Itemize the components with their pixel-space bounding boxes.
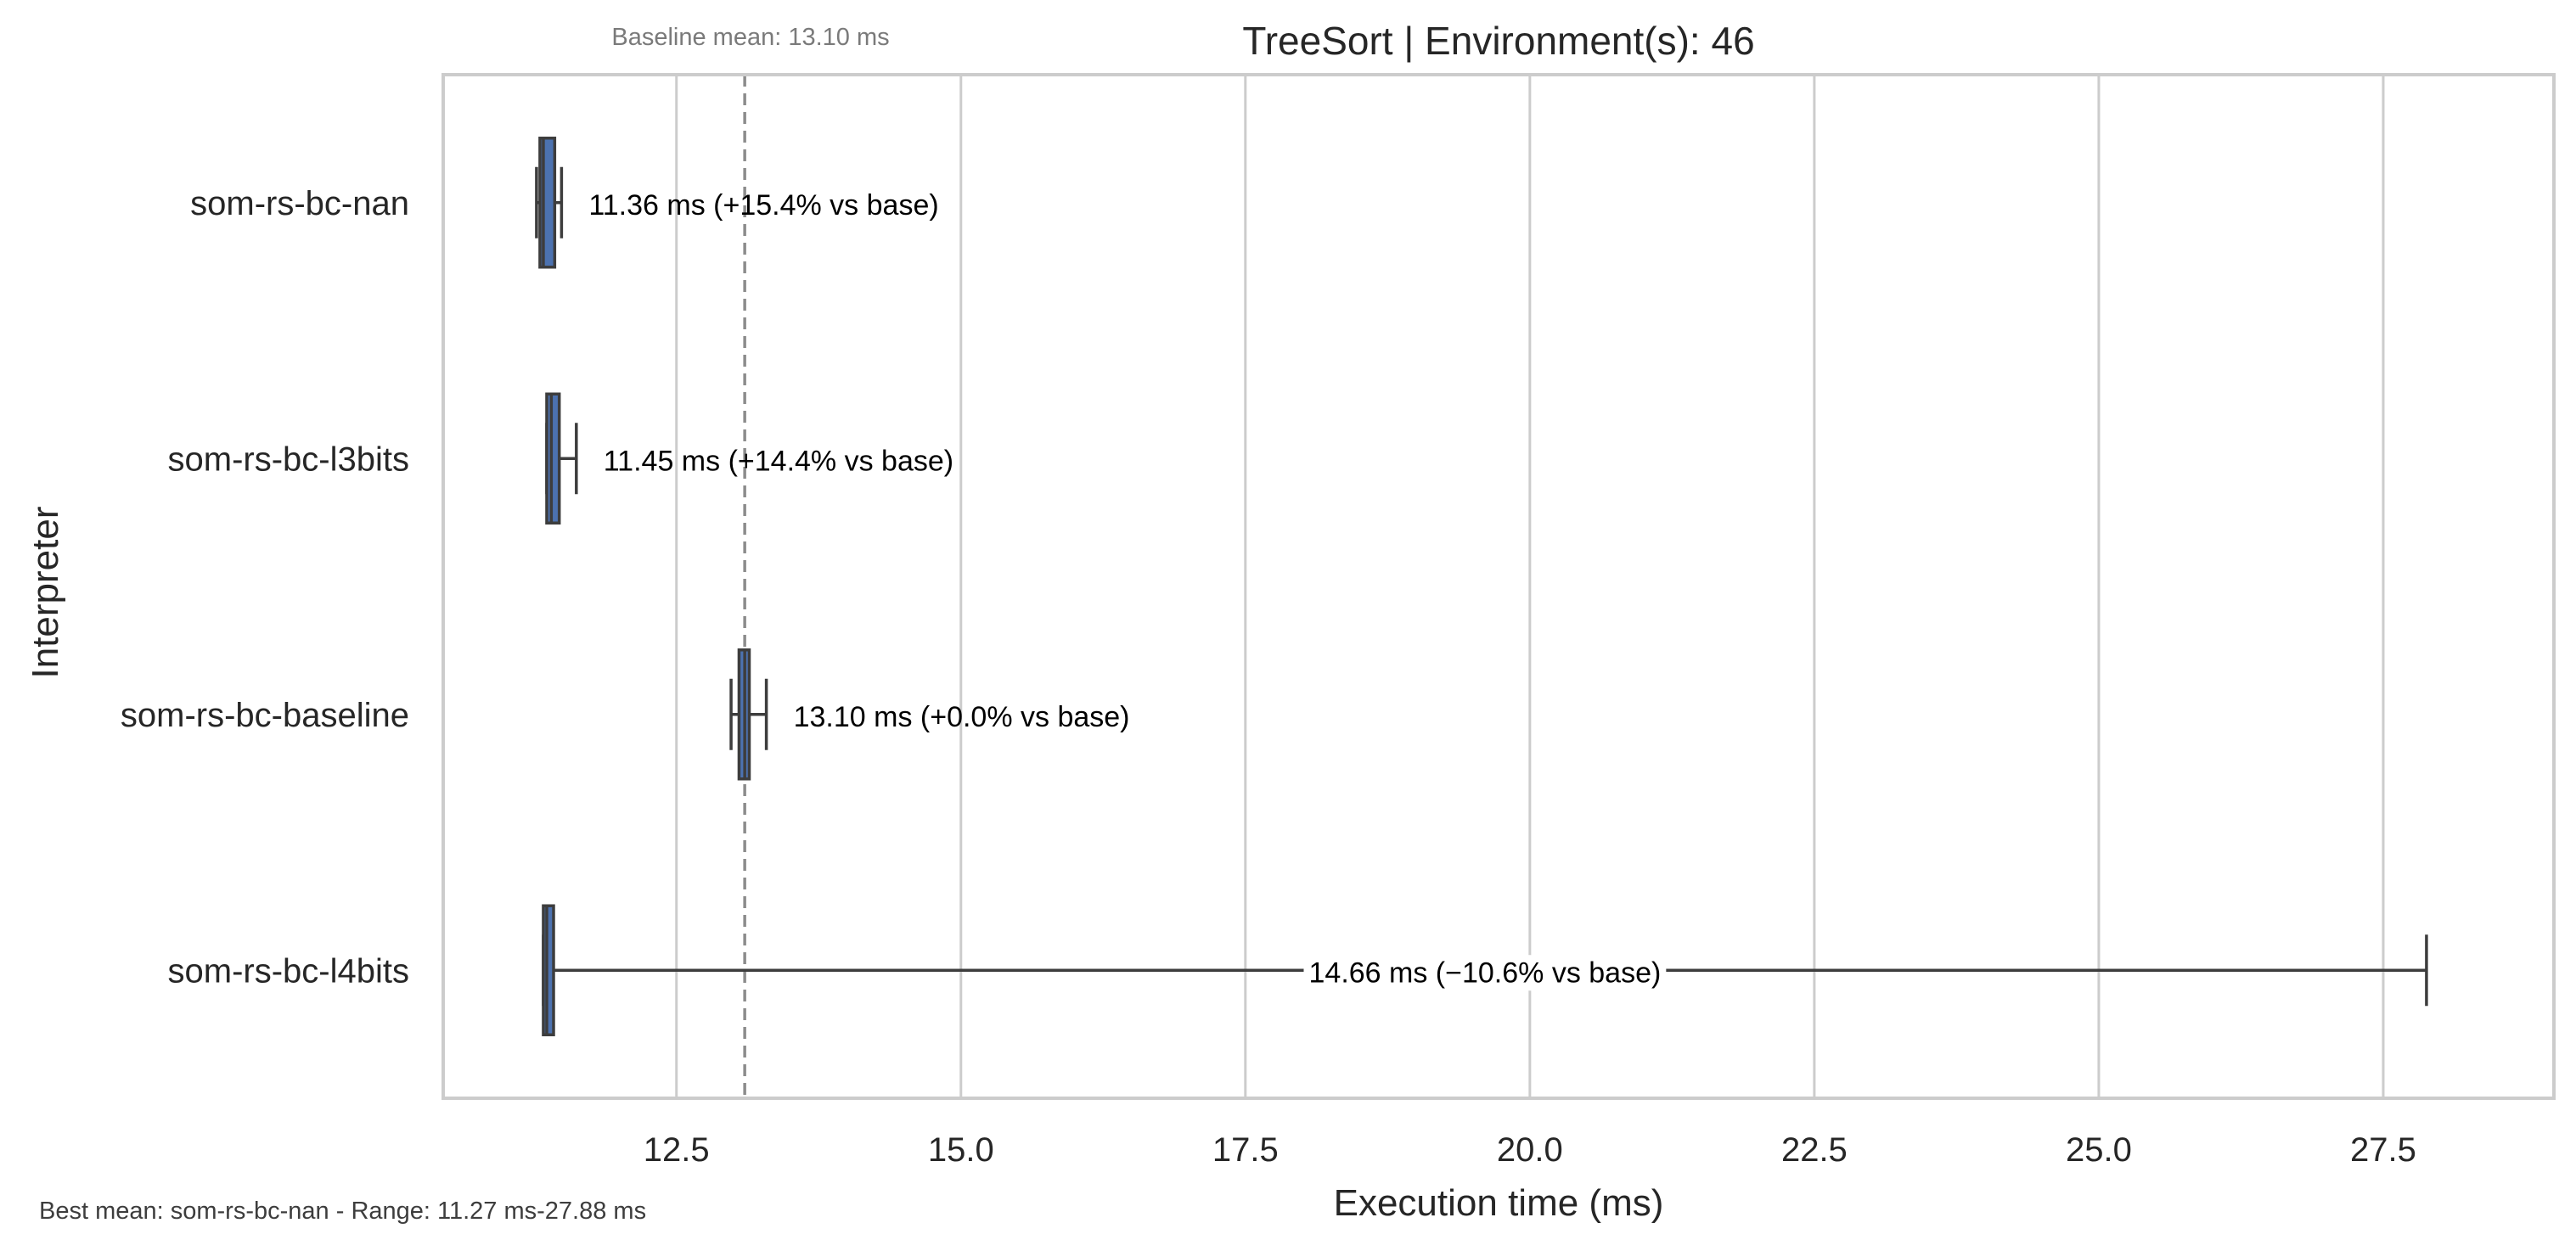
category-label: som-rs-bc-l4bits xyxy=(168,952,409,990)
category-label: som-rs-bc-l3bits xyxy=(168,440,409,478)
box-som-rs-bc-l3bits xyxy=(545,392,578,525)
iqr-box xyxy=(545,392,561,525)
x-tick-label: 20.0 xyxy=(1497,1131,1563,1169)
x-axis-label: Execution time (ms) xyxy=(1334,1182,1664,1224)
grid-lines xyxy=(675,75,2385,1098)
baseline-mean-label: Baseline mean: 13.10 ms xyxy=(611,24,889,51)
category-label: som-rs-bc-baseline xyxy=(121,697,409,734)
x-tick-label: 27.5 xyxy=(2350,1131,2416,1169)
y-axis-label: Interpreter xyxy=(25,507,66,679)
mean-annotation: 13.10 ms (+0.0% vs base) xyxy=(794,701,1130,733)
box-som-rs-bc-baseline xyxy=(729,648,768,781)
mean-annotation: 11.36 ms (+15.4% vs base) xyxy=(588,189,938,222)
y-axis-categories: som-rs-bc-nan som-rs-bc-l3bits som-rs-bc-b… xyxy=(121,185,409,990)
chart-title: TreeSort | Environment(s): 46 xyxy=(1242,19,1754,63)
x-tick-label: 12.5 xyxy=(644,1131,710,1169)
x-axis-ticks: 12.5 15.0 17.5 20.0 22.5 25.0 27.5 xyxy=(644,1131,2416,1169)
box-plots xyxy=(535,137,2428,1036)
x-tick-label: 25.0 xyxy=(2066,1131,2132,1169)
mean-annotation: 11.45 ms (+14.4% vs base) xyxy=(604,445,953,477)
box-som-rs-bc-nan xyxy=(535,137,564,269)
plot-frame xyxy=(442,73,2556,1100)
x-tick-label: 22.5 xyxy=(1781,1131,1848,1169)
mean-annotation: 14.66 ms (−10.6% vs base) xyxy=(1309,956,1662,989)
box-annotations: 11.36 ms (+15.4% vs base) 11.45 ms (+14.4… xyxy=(588,189,1667,991)
x-tick-label: 15.0 xyxy=(928,1131,994,1169)
annotation-background xyxy=(1303,955,1667,991)
category-label: som-rs-bc-nan xyxy=(190,185,409,222)
iqr-box xyxy=(542,904,555,1036)
box-som-rs-bc-l4bits xyxy=(542,904,2428,1036)
footer-summary: Best mean: som-rs-bc-nan - Range: 11.27 … xyxy=(39,1198,646,1225)
x-tick-label: 17.5 xyxy=(1212,1131,1279,1169)
